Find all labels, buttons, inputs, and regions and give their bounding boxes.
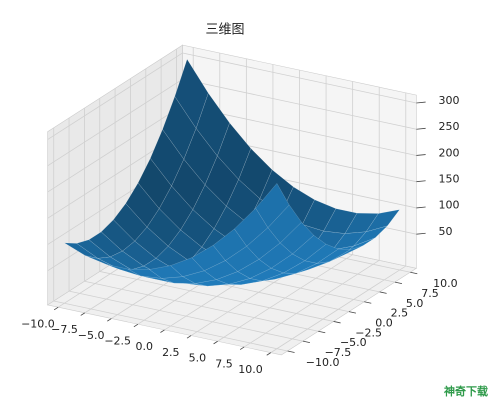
y-tick-label: −10.0 bbox=[306, 356, 340, 369]
y-tick bbox=[364, 301, 372, 304]
y-tick-label: 5.0 bbox=[406, 297, 424, 310]
x-tick bbox=[107, 318, 112, 322]
z-tick bbox=[416, 101, 426, 104]
z-tick-label: 100 bbox=[439, 199, 460, 212]
z-tick-label: 200 bbox=[439, 146, 460, 159]
z-tick-label: 150 bbox=[439, 173, 460, 186]
x-tick bbox=[266, 352, 272, 356]
z-tick-label: 50 bbox=[439, 225, 453, 238]
watermark: 神奇下载 bbox=[444, 384, 488, 398]
surface-patch bbox=[255, 183, 290, 228]
x-tick bbox=[239, 346, 245, 350]
y-tick bbox=[379, 291, 387, 294]
y-tick-label: −7.5 bbox=[325, 346, 352, 359]
y-tick bbox=[287, 350, 295, 353]
x-tick bbox=[186, 335, 192, 339]
x-tick-label: 7.5 bbox=[215, 357, 233, 370]
x-tick-label: −5.0 bbox=[78, 329, 105, 342]
x-tick bbox=[80, 312, 86, 316]
z-tick bbox=[416, 232, 426, 235]
y-tick bbox=[318, 330, 326, 334]
x-tick-label: −2.5 bbox=[104, 335, 131, 348]
x-tick-label: 2.5 bbox=[162, 346, 180, 359]
grid-line bbox=[47, 105, 183, 193]
grid-line bbox=[182, 78, 417, 130]
grid-line bbox=[182, 52, 417, 104]
z-tick bbox=[416, 180, 426, 183]
y-tick bbox=[302, 340, 310, 344]
x-tick-label: 0.0 bbox=[136, 340, 154, 353]
x-tick bbox=[160, 329, 165, 333]
y-tick bbox=[348, 311, 357, 314]
grid-line bbox=[47, 52, 183, 140]
x-tick bbox=[213, 340, 218, 345]
y-tick bbox=[333, 321, 341, 324]
y-tick-label: 2.5 bbox=[391, 307, 409, 320]
grid-line bbox=[99, 271, 334, 322]
z-tick bbox=[416, 127, 426, 130]
surface-patch bbox=[174, 58, 209, 129]
y-tick-label: −2.5 bbox=[355, 326, 382, 339]
z-tick bbox=[416, 154, 426, 156]
surface-patch bbox=[195, 92, 230, 157]
y-tick-label: −5.0 bbox=[340, 336, 367, 349]
y-tick-label: 0.0 bbox=[375, 316, 393, 329]
y-tick-label: 7.5 bbox=[421, 287, 439, 300]
grid-line bbox=[68, 290, 303, 342]
x-tick-label: 5.0 bbox=[189, 352, 207, 365]
grid-line bbox=[47, 78, 183, 167]
x-tick-label: −7.5 bbox=[51, 323, 78, 336]
grid-line bbox=[53, 300, 288, 352]
x-tick bbox=[133, 323, 139, 328]
y-tick-label: 10.0 bbox=[433, 277, 458, 290]
chart-title: 三维图 bbox=[205, 23, 244, 38]
x-tick-label: −10.0 bbox=[21, 317, 55, 330]
surface-patch bbox=[137, 158, 172, 209]
surface-patch bbox=[353, 225, 388, 247]
surface-patch bbox=[100, 219, 135, 252]
z-tick-label: 250 bbox=[439, 120, 460, 133]
y-tick bbox=[410, 271, 418, 275]
grid-line bbox=[84, 280, 319, 332]
x-tick-label: 10.0 bbox=[238, 363, 263, 376]
surface-patch bbox=[113, 203, 148, 242]
x-tick bbox=[53, 306, 59, 311]
y-tick bbox=[394, 281, 403, 284]
z-tick bbox=[416, 206, 426, 209]
z-tick-label: 300 bbox=[439, 94, 460, 107]
